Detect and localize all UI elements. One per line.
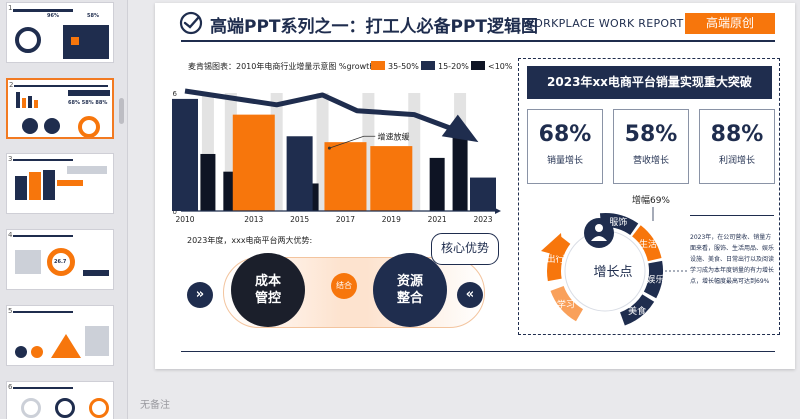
cycle-segment-label: 学习 — [557, 298, 575, 310]
thumbnail-number: 4 — [8, 231, 13, 239]
stat-value: 88% — [710, 122, 764, 147]
stat-label: 销量增长 — [546, 156, 583, 166]
trend-arrow-head — [441, 114, 479, 143]
thumbnail-number: 6 — [8, 383, 13, 391]
chart-bar — [200, 153, 216, 211]
x-axis-arrow — [495, 208, 501, 214]
cycle-segment — [620, 294, 655, 326]
cycle-growth-label: 增幅69% — [632, 194, 670, 206]
x-tick-label: 2019 — [382, 215, 401, 224]
advantages-caption: 2023年度，xxx电商平台两大优势: — [187, 236, 313, 245]
x-tick-label: 2013 — [244, 215, 263, 224]
growth-bar-chart: 0246增速放缓2010201320152017201920212023 — [172, 88, 501, 224]
breakthrough-panel — [518, 58, 780, 335]
slide-thumbnail-5[interactable]: 5 — [6, 305, 114, 366]
legend-item-orange: 35-50% — [371, 61, 419, 71]
chart-bar — [324, 142, 367, 211]
x-tick-label: 2015 — [290, 215, 309, 224]
y-tick-label: 0 — [173, 208, 177, 216]
x-tick-label: 2010 — [175, 215, 194, 224]
stat-label: 利润增长 — [718, 156, 755, 166]
slide-thumbnail-6[interactable]: 6 — [6, 381, 114, 419]
stat-value: 58% — [624, 122, 678, 147]
stat-label: 营收增长 — [632, 156, 669, 166]
cycle-segment-label: 服饰 — [609, 216, 627, 228]
user-icon-body — [591, 236, 607, 241]
x-tick-label: 2021 — [428, 215, 447, 224]
core-advantage-bubble: 核心优势 — [431, 233, 499, 265]
slide-thumbnail-3[interactable]: 3 — [6, 153, 114, 214]
annotation-text: 增速放缓 — [378, 131, 410, 141]
cycle-segment — [643, 260, 663, 299]
chart-bar — [452, 136, 468, 211]
cycle-segment — [550, 286, 583, 322]
speaker-notes[interactable]: 无备注 — [140, 400, 170, 411]
trend-arrow-line — [184, 88, 452, 131]
legend-item-navy: 15-20% — [421, 61, 469, 71]
original-tag: 高端原创 — [685, 13, 775, 34]
growth-description: 2023年，在公司营收、销量方面来看，服饰、生活用品、娱乐设施、美食、日常出行以… — [690, 234, 775, 285]
thumbnail-number: 2 — [9, 81, 14, 89]
cycle-segment-label: 生活 — [639, 238, 657, 250]
bottom-divider — [181, 351, 775, 352]
thumbnail-scrollbar[interactable] — [119, 98, 124, 124]
resource-integration-circle: 资源 整合 — [373, 253, 447, 327]
slide-thumbnail-panel: 1 96% 58% 2 68% 58% 88% 3 4 26.7 — [0, 0, 128, 419]
panel-title: 2023年xx电商平台销量实现重大突破 — [527, 66, 772, 99]
checkmark-circle-icon — [179, 11, 203, 35]
stat-card-profit: 88% 利润增长 — [699, 109, 775, 184]
description-divider — [690, 215, 774, 216]
chart-bar — [286, 136, 313, 211]
cycle-center-label: 增长点 — [593, 265, 632, 280]
double-chevron-right-icon: » — [187, 282, 213, 308]
chart-bar — [172, 98, 198, 211]
cycle-segment — [632, 225, 662, 262]
thumbnail-number: 3 — [8, 155, 13, 163]
stat-card-sales: 68% 销量增长 — [527, 109, 603, 184]
user-icon-circle — [584, 218, 614, 248]
slide-title: 高端PPT系列之一：打工人必备PPT逻辑图 — [210, 17, 539, 37]
cycle-segment-label: 娱乐 — [646, 273, 664, 285]
thumbnail-number: 5 — [8, 307, 13, 315]
thumbnail-number: 1 — [8, 4, 13, 12]
stat-value: 68% — [538, 122, 592, 147]
chart-bar — [429, 157, 445, 211]
x-tick-label: 2017 — [336, 215, 355, 224]
combine-dot: 结合 — [331, 273, 357, 299]
x-tick-label: 2023 — [473, 215, 492, 224]
legend-item-dark: <10% — [471, 61, 512, 71]
slide-subtitle: WORKPLACE WORK REPORT — [523, 17, 684, 30]
stat-card-revenue: 58% 营收增长 — [613, 109, 689, 184]
slide-thumbnail-4[interactable]: 4 26.7 — [6, 229, 114, 290]
chart-title: 麦肯锡图表：2010年电商行业增量示意图 %growth — [188, 62, 375, 71]
y-tick-label: 6 — [173, 90, 178, 98]
user-icon — [595, 224, 603, 232]
cycle-segment — [599, 213, 639, 235]
chart-bar — [370, 146, 413, 211]
cycle-segment-label: 美食 — [628, 305, 646, 317]
slide-thumbnail-2-active[interactable]: 2 68% 58% 88% — [6, 78, 114, 139]
double-chevron-left-icon: « — [457, 282, 483, 308]
cycle-arrow-head — [541, 233, 563, 257]
title-divider — [181, 40, 775, 42]
chart-bar — [232, 114, 275, 211]
slide-thumbnail-1[interactable]: 1 96% 58% — [6, 2, 114, 63]
annotation-dot — [327, 146, 331, 150]
chart-bar — [470, 177, 496, 211]
annotation-leader — [329, 135, 376, 149]
cost-control-circle: 成本 管控 — [231, 253, 305, 327]
slide-canvas[interactable]: 高端PPT系列之一：打工人必备PPT逻辑图 WORKPLACE WORK REP… — [155, 3, 795, 369]
